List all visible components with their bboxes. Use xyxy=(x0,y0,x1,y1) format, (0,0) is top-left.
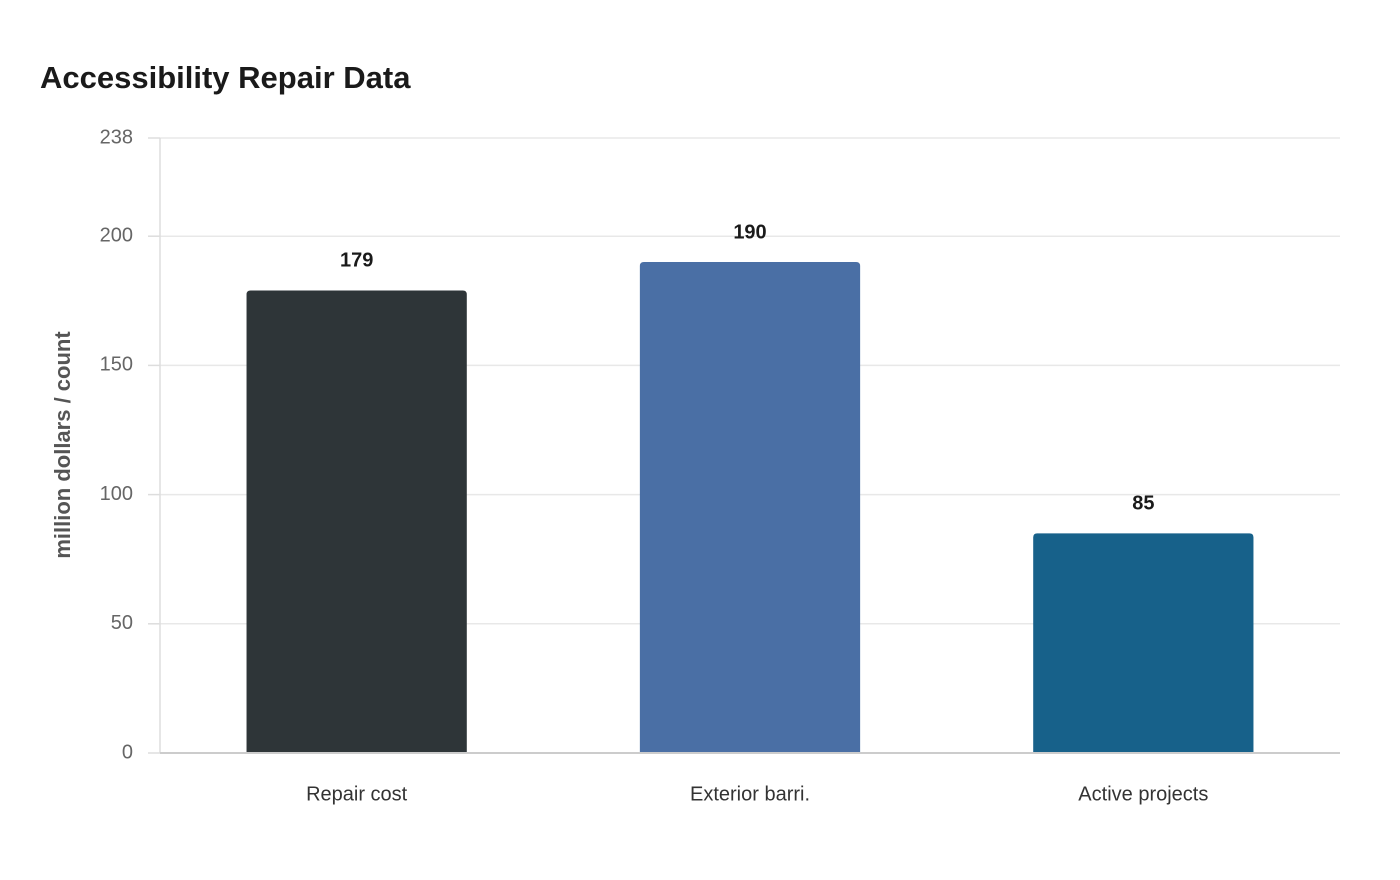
x-tick-label: Exterior barri. xyxy=(690,783,810,805)
value-label: 179 xyxy=(340,250,373,272)
x-tick-label: Active projects xyxy=(1078,783,1208,805)
bars xyxy=(246,262,1254,753)
y-tick-label: 0 xyxy=(122,741,133,763)
y-axis-label: million dollars / count xyxy=(50,331,75,559)
value-label: 190 xyxy=(733,221,766,243)
bar xyxy=(1033,533,1254,753)
bar xyxy=(246,290,467,753)
value-label: 85 xyxy=(1132,493,1154,515)
y-tick-label: 200 xyxy=(100,224,133,246)
chart-title: Accessibility Repair Data xyxy=(40,60,411,95)
y-tick-label: 238 xyxy=(100,126,133,148)
y-tick-label: 100 xyxy=(100,483,133,505)
y-tick-label: 50 xyxy=(111,612,133,634)
x-tick-label: Repair cost xyxy=(306,783,408,805)
y-tick-label: 150 xyxy=(100,354,133,376)
bar xyxy=(639,262,861,753)
